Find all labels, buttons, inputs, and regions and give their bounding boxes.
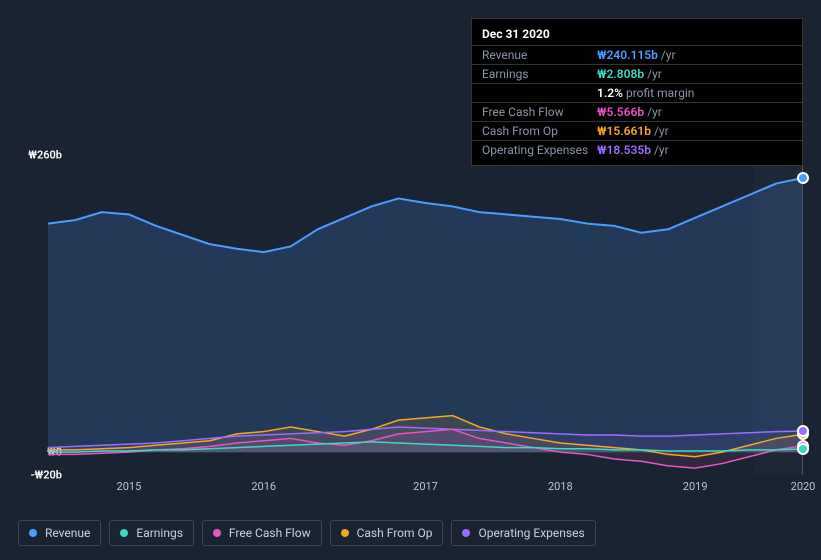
chart-svg: [48, 155, 803, 475]
x-tick-label: 2017: [413, 480, 438, 493]
tooltip-label: Operating Expenses: [482, 143, 597, 157]
data-tooltip: Dec 31 2020 Revenue₩240.115b/yrEarnings₩…: [471, 18, 803, 166]
tooltip-label: Revenue: [482, 48, 597, 62]
tooltip-row: 1.2%profit margin: [472, 83, 802, 102]
x-tick-label: 2020: [791, 480, 816, 493]
series-end-marker: [797, 425, 809, 437]
tooltip-row: Operating Expenses₩18.535b/yr: [472, 140, 802, 159]
chart-area: ₩260b₩0-₩20b 201520162017201820192020: [18, 155, 803, 495]
legend-item-revenue[interactable]: Revenue: [18, 520, 101, 546]
tooltip-label: Free Cash Flow: [482, 105, 597, 119]
tooltip-row: Revenue₩240.115b/yr: [472, 45, 802, 64]
tooltip-label: Earnings: [482, 67, 597, 81]
tooltip-suffix: /yr: [654, 143, 669, 157]
legend-label: Earnings: [136, 526, 183, 540]
legend-item-operating-expenses[interactable]: Operating Expenses: [451, 520, 595, 546]
x-tick-label: 2018: [548, 480, 573, 493]
tooltip-suffix: /yr: [647, 105, 662, 119]
tooltip-date: Dec 31 2020: [472, 25, 802, 45]
tooltip-row: Cash From Op₩15.661b/yr: [472, 121, 802, 140]
legend-dot: [29, 529, 37, 537]
tooltip-value: ₩18.535b: [597, 143, 651, 157]
legend-label: Revenue: [45, 526, 90, 540]
tooltip-label: Cash From Op: [482, 124, 597, 138]
legend-dot: [120, 529, 128, 537]
highlight-band: [753, 155, 803, 475]
legend-dot: [341, 529, 349, 537]
legend-item-free-cash-flow[interactable]: Free Cash Flow: [202, 520, 322, 546]
tooltip-suffix: /yr: [647, 67, 662, 81]
x-tick-label: 2015: [117, 480, 142, 493]
legend-label: Operating Expenses: [478, 526, 584, 540]
x-tick-label: 2019: [683, 480, 708, 493]
legend-label: Free Cash Flow: [229, 526, 311, 540]
x-tick-label: 2016: [251, 480, 276, 493]
legend-item-cash-from-op[interactable]: Cash From Op: [330, 520, 444, 546]
tooltip-value: ₩240.115b: [597, 48, 658, 62]
chart-legend: Revenue Earnings Free Cash Flow Cash From O…: [18, 520, 596, 546]
legend-label: Cash From Op: [357, 526, 433, 540]
x-axis-labels: 201520162017201820192020: [48, 480, 803, 500]
chart-plot[interactable]: [48, 155, 803, 475]
tooltip-value: ₩15.661b: [597, 124, 651, 138]
series-end-marker: [797, 443, 809, 455]
tooltip-row: Free Cash Flow₩5.566b/yr: [472, 102, 802, 121]
series-end-marker: [797, 172, 809, 184]
tooltip-row: Earnings₩2.808b/yr: [472, 64, 802, 83]
tooltip-value: ₩5.566b: [597, 105, 644, 119]
legend-item-earnings[interactable]: Earnings: [109, 520, 194, 546]
legend-dot: [213, 529, 221, 537]
tooltip-value: ₩2.808b: [597, 67, 644, 81]
dashboard-root: Dec 31 2020 Revenue₩240.115b/yrEarnings₩…: [0, 0, 821, 560]
tooltip-suffix: profit margin: [626, 86, 694, 100]
tooltip-suffix: /yr: [661, 48, 676, 62]
legend-dot: [462, 529, 470, 537]
tooltip-value: 1.2%: [597, 86, 623, 100]
tooltip-suffix: /yr: [654, 124, 669, 138]
